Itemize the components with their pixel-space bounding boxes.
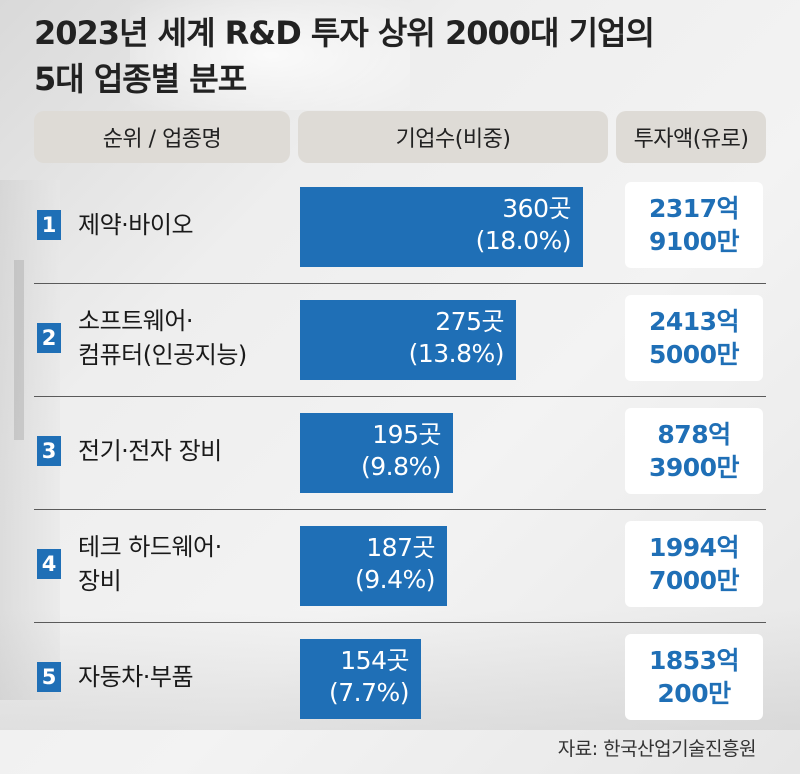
investment-line: 3900만 xyxy=(648,453,740,482)
industry-name: 소프트웨어· 컴퓨터(인공지능) xyxy=(78,304,288,372)
bar-5 xyxy=(300,639,421,719)
bar-2 xyxy=(300,300,516,380)
bar-data-label: 154곳 (7.7%) xyxy=(300,645,410,709)
investment-line: 1853억 xyxy=(648,646,740,675)
industry-name-line: 소프트웨어· xyxy=(78,307,194,335)
investment-line: 2317억 xyxy=(648,194,740,223)
company-count-label: 187곳 xyxy=(366,533,435,562)
rank-badge: 1 xyxy=(37,210,61,240)
industry-name: 자동차·부품 xyxy=(78,660,288,694)
share-label: (7.7%) xyxy=(328,678,410,707)
row-divider xyxy=(34,396,766,397)
share-label: (18.0%) xyxy=(475,226,572,255)
bar-data-label: 195곳 (9.8%) xyxy=(300,419,442,483)
rank-badge: 4 xyxy=(37,549,61,579)
investment-value: 1853억 200만 xyxy=(625,634,763,720)
bar-1 xyxy=(300,187,583,267)
company-count-label: 154곳 xyxy=(340,646,409,675)
investment-line: 200만 xyxy=(657,679,731,708)
company-count-label: 275곳 xyxy=(435,307,504,336)
company-count-label: 360곳 xyxy=(502,194,571,223)
share-label: (9.4%) xyxy=(354,565,436,594)
source-note: 자료: 한국산업기술진흥원 xyxy=(557,738,757,760)
industry-name: 제약·바이오 xyxy=(78,208,288,242)
industry-name-line: 제약·바이오 xyxy=(78,211,194,239)
share-label: (9.8%) xyxy=(360,452,442,481)
investment-line: 7000만 xyxy=(648,566,740,595)
investment-value: 2413억 5000만 xyxy=(625,295,763,381)
bar-data-label: 275곳 (13.8%) xyxy=(300,306,505,370)
rank-badge: 3 xyxy=(37,436,61,466)
investment-value: 1994억 7000만 xyxy=(625,521,763,607)
header-investment: 투자액(유로) xyxy=(616,111,766,163)
rank-badge: 5 xyxy=(37,662,61,692)
investment-line: 1994억 xyxy=(648,533,740,562)
bar-data-label: 187곳 (9.4%) xyxy=(300,532,436,596)
share-label: (13.8%) xyxy=(408,339,505,368)
header-company-count: 기업수(비중) xyxy=(298,111,608,163)
investment-line: 5000만 xyxy=(648,340,740,369)
investment-line: 9100만 xyxy=(648,227,740,256)
bar-data-label: 360곳 (18.0%) xyxy=(300,193,572,257)
bar-3 xyxy=(300,413,453,493)
investment-value: 2317억 9100만 xyxy=(625,182,763,268)
investment-value: 878억 3900만 xyxy=(625,408,763,494)
industry-name-line: 자동차·부품 xyxy=(78,663,194,691)
industry-name-line: 테크 하드웨어· xyxy=(78,533,222,561)
investment-line: 878억 xyxy=(657,420,731,449)
industry-name-line: 컴퓨터(인공지능) xyxy=(78,341,247,369)
row-divider xyxy=(34,622,766,623)
industry-name: 전기·전자 장비 xyxy=(78,434,288,468)
row-divider xyxy=(34,509,766,510)
row-divider xyxy=(34,283,766,284)
industry-name: 테크 하드웨어· 장비 xyxy=(78,530,288,598)
title-line-1: 2023년 세계 R&D 투자 상위 2000대 기업의 xyxy=(34,14,655,52)
chart-title: 2023년 세계 R&D 투자 상위 2000대 기업의 5대 업종별 분포 xyxy=(34,10,774,102)
investment-line: 2413억 xyxy=(648,307,740,336)
rank-badge: 2 xyxy=(37,323,61,353)
industry-name-line: 장비 xyxy=(78,567,122,595)
company-count-label: 195곳 xyxy=(372,420,441,449)
header-rank-industry: 순위 / 업종명 xyxy=(34,111,290,163)
industry-name-line: 전기·전자 장비 xyxy=(78,437,222,465)
title-line-2: 5대 업종별 분포 xyxy=(34,60,247,98)
bar-4 xyxy=(300,526,447,606)
